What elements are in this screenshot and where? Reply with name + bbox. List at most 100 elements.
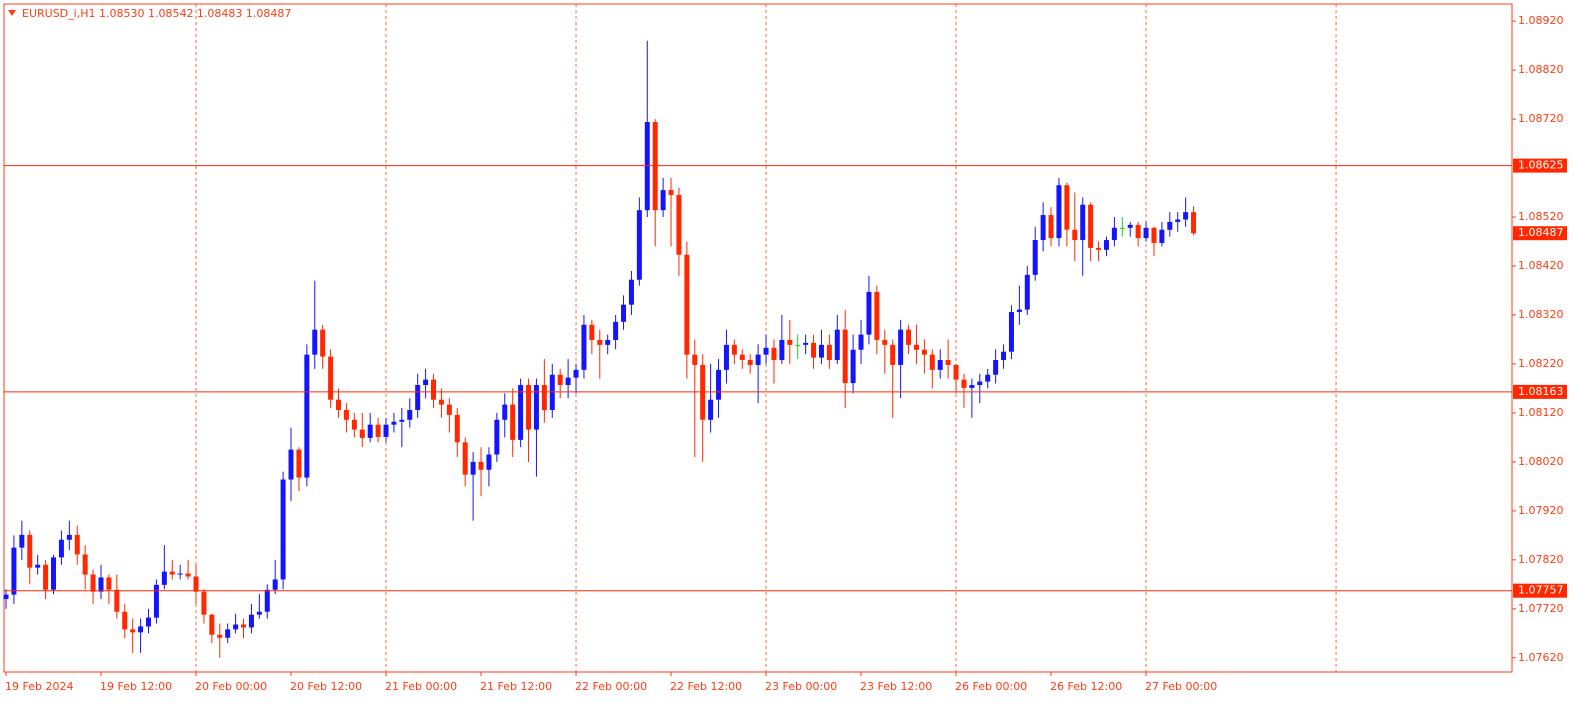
candle-body xyxy=(723,344,729,370)
candle-body xyxy=(803,342,809,345)
candle-body xyxy=(787,339,793,345)
x-tick-label: 19 Feb 12:00 xyxy=(100,680,172,693)
level-label-bg xyxy=(1513,583,1567,598)
price-tag-bg xyxy=(1513,226,1567,241)
candle-body xyxy=(811,342,817,358)
collapse-arrow[interactable] xyxy=(8,10,16,16)
x-tick-label: 21 Feb 00:00 xyxy=(385,680,457,693)
candle-body xyxy=(1032,240,1038,275)
candle-body xyxy=(961,379,967,388)
candle-body xyxy=(454,414,460,443)
y-tick-label: 1.07620 xyxy=(1518,651,1564,664)
y-tick-label: 1.08120 xyxy=(1518,406,1564,419)
candle-body xyxy=(565,377,571,386)
x-tick-label: 23 Feb 00:00 xyxy=(765,680,837,693)
candle-body xyxy=(431,379,437,400)
candle-body xyxy=(763,347,769,355)
candle-body xyxy=(858,334,864,350)
x-tick-label: 26 Feb 12:00 xyxy=(1050,680,1122,693)
candle-body xyxy=(898,329,904,365)
candle-body xyxy=(343,409,349,420)
candle-body xyxy=(193,576,199,592)
candle-body xyxy=(969,385,975,388)
candle-body xyxy=(890,344,896,365)
candle-body xyxy=(850,349,856,384)
candle-body xyxy=(27,534,33,568)
candle-body xyxy=(755,354,761,365)
candle-body xyxy=(375,424,381,437)
candle-body xyxy=(977,381,983,386)
x-tick-label: 23 Feb 12:00 xyxy=(860,680,932,693)
candle-body xyxy=(1040,215,1046,241)
candle-body xyxy=(1088,204,1094,248)
candle-body xyxy=(3,594,9,600)
candle-body xyxy=(676,194,682,255)
y-tick-label: 1.08820 xyxy=(1518,63,1564,76)
candle-body xyxy=(169,571,175,575)
candle-body xyxy=(19,534,25,548)
candle-body xyxy=(1167,221,1173,230)
candle-body xyxy=(636,210,642,280)
x-tick-label: 20 Feb 12:00 xyxy=(290,680,362,693)
candle-body xyxy=(739,354,745,361)
x-tick-label: 22 Feb 00:00 xyxy=(575,680,647,693)
candle-body xyxy=(581,324,587,370)
candle-body xyxy=(993,360,999,375)
candle-body xyxy=(248,614,254,628)
candle-body xyxy=(1135,224,1141,239)
candle-body xyxy=(312,329,318,355)
y-tick-label: 1.08020 xyxy=(1518,455,1564,468)
candle-body xyxy=(122,611,128,630)
candle-body xyxy=(826,344,832,361)
candle-body xyxy=(114,589,120,612)
candle-body xyxy=(446,404,452,415)
candle-body xyxy=(391,421,397,425)
candle-body xyxy=(90,574,96,592)
candle-body xyxy=(929,354,935,370)
candle-body xyxy=(510,404,516,440)
candle-body xyxy=(1016,309,1022,313)
candle-body xyxy=(945,360,951,365)
level-label-bg xyxy=(1513,384,1567,399)
candle-body xyxy=(383,424,389,437)
candle-body xyxy=(153,584,159,618)
candle-body xyxy=(502,404,508,420)
chart-title: EURUSD_i,H1 1.08530 1.08542 1.08483 1.08… xyxy=(22,7,291,20)
y-tick-label: 1.08520 xyxy=(1518,210,1564,223)
candle-body xyxy=(874,291,880,340)
candle-body xyxy=(1143,227,1149,239)
y-tick-label: 1.07720 xyxy=(1518,602,1564,615)
candle-body xyxy=(58,539,64,558)
candle-body xyxy=(1175,219,1181,222)
candle-body xyxy=(43,564,49,590)
candle-body xyxy=(1080,204,1086,241)
candle-body xyxy=(304,354,310,478)
y-tick-label: 1.08320 xyxy=(1518,308,1564,321)
candle-body xyxy=(771,347,777,361)
candle-body xyxy=(146,617,152,627)
candle-body xyxy=(818,344,824,358)
candle-body xyxy=(233,624,239,630)
candle-body xyxy=(621,304,627,322)
x-tick-label: 19 Feb 2024 xyxy=(5,680,73,693)
candle-body xyxy=(288,449,294,480)
level-label: 1.08625 xyxy=(1518,159,1564,172)
y-tick-label: 1.07820 xyxy=(1518,553,1564,566)
x-tick-label: 20 Feb 00:00 xyxy=(195,680,267,693)
candle-body xyxy=(708,399,714,420)
candle-body xyxy=(1096,247,1102,250)
x-tick-label: 27 Feb 00:00 xyxy=(1145,680,1217,693)
candle-body xyxy=(272,579,278,590)
candle-body xyxy=(177,573,183,575)
y-tick-label: 1.07920 xyxy=(1518,504,1564,517)
candle-body xyxy=(423,379,429,386)
y-tick-label: 1.08920 xyxy=(1518,14,1564,27)
price-tag: 1.08487 xyxy=(1518,226,1564,239)
candle-body xyxy=(264,589,270,612)
candle-body xyxy=(51,557,57,590)
candle-body xyxy=(74,534,80,555)
plot-frame xyxy=(3,3,1513,673)
candle-body xyxy=(1048,215,1054,239)
